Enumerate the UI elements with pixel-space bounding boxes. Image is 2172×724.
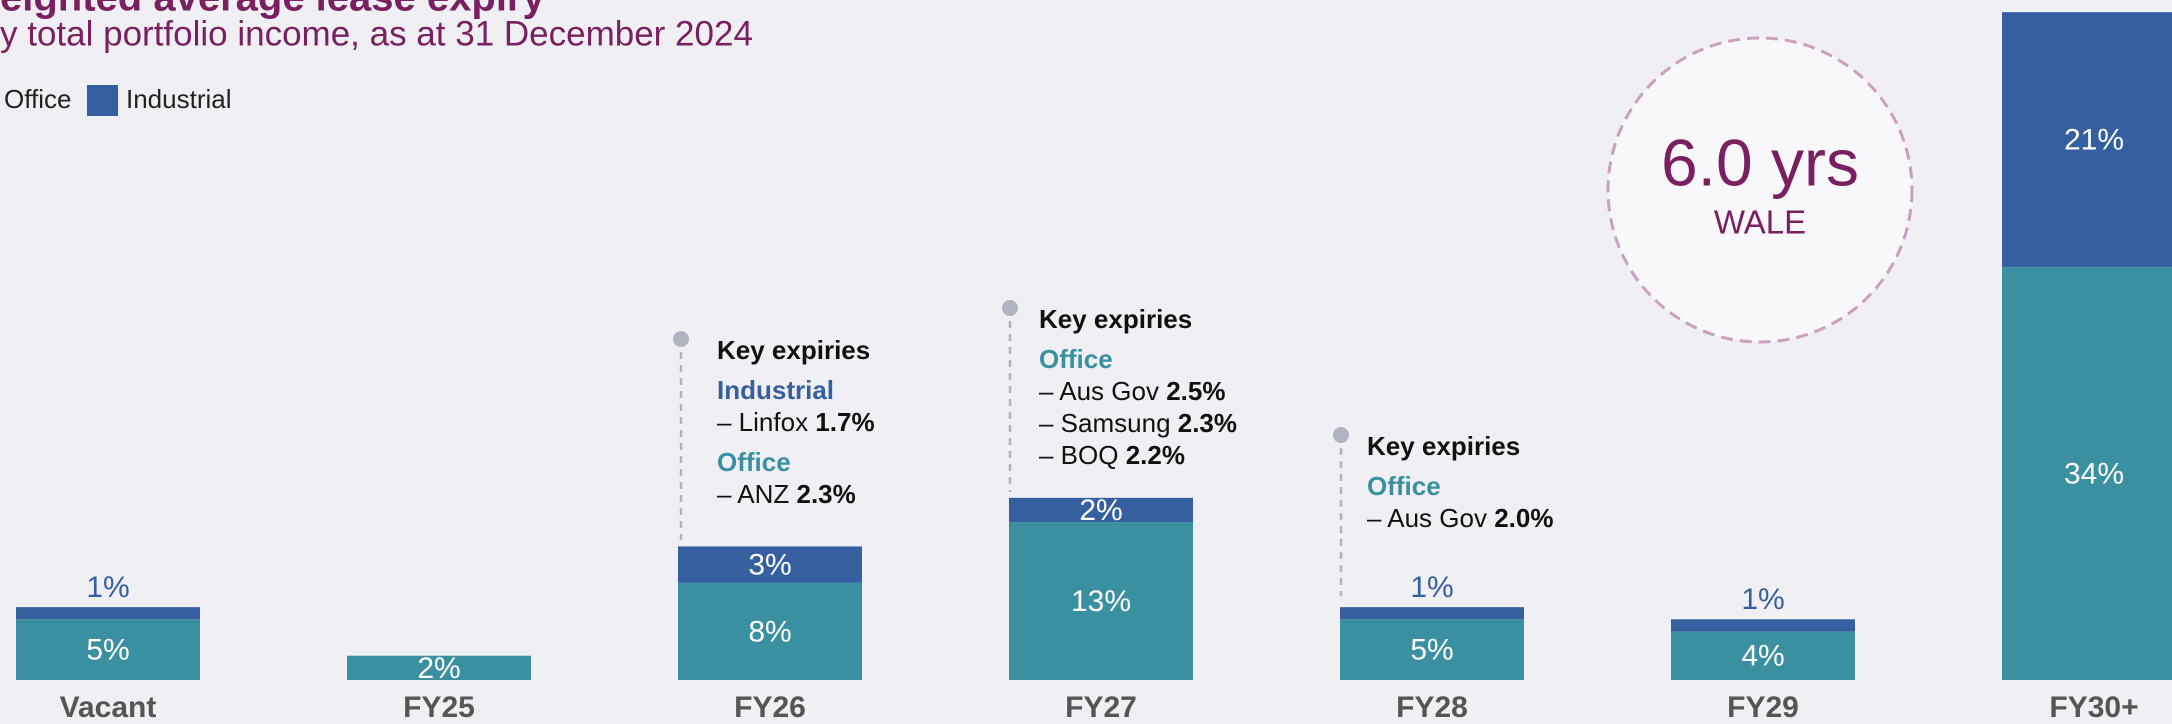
data-label: 1% bbox=[1410, 571, 1453, 604]
data-label: 1% bbox=[86, 571, 129, 604]
callout-item-label: – Aus Gov bbox=[1367, 503, 1494, 533]
legend-label: Office bbox=[4, 84, 71, 114]
wale-value: 6.0 yrs bbox=[1661, 125, 1859, 199]
callout-item-value: 2.5% bbox=[1166, 376, 1225, 406]
callout-title: Key expiries bbox=[1367, 431, 1520, 461]
callout-item: – Aus Gov 2.5% bbox=[1039, 376, 1225, 406]
callout-item-label: – BOQ bbox=[1039, 440, 1126, 470]
callout-title: Key expiries bbox=[1039, 304, 1192, 334]
bar-segment bbox=[2002, 12, 2172, 268]
x-tick-label: FY26 bbox=[734, 691, 806, 724]
callout-title: Key expiries bbox=[717, 335, 870, 365]
callout-item: – Aus Gov 2.0% bbox=[1367, 503, 1553, 533]
data-label: 5% bbox=[1410, 634, 1453, 667]
data-label: 3% bbox=[748, 549, 791, 582]
callout-item-value: 2.3% bbox=[796, 479, 855, 509]
bar-segment bbox=[1671, 631, 1855, 680]
callout-group: Office bbox=[717, 447, 791, 477]
bar-segment bbox=[1340, 607, 1524, 620]
wale-badge bbox=[1606, 36, 1914, 344]
data-label: 1% bbox=[1741, 583, 1784, 616]
chart-title: eighted average lease expiry bbox=[0, 0, 546, 20]
bar-segment bbox=[1671, 619, 1855, 632]
callout-item-value: 2.3% bbox=[1178, 408, 1237, 438]
callout-item-label: – ANZ bbox=[717, 479, 796, 509]
wale-label: WALE bbox=[1714, 204, 1806, 241]
x-tick-label: FY27 bbox=[1065, 691, 1137, 724]
data-label: 2% bbox=[417, 652, 460, 685]
data-label: 4% bbox=[1741, 640, 1784, 673]
chart-subtitle: y total portfolio income, as at 31 Decem… bbox=[0, 14, 753, 53]
callout-item-label: – Linfox bbox=[717, 407, 815, 437]
bar-segment bbox=[1009, 522, 1193, 680]
data-label: 21% bbox=[2064, 124, 2124, 157]
callout-item: – BOQ 2.2% bbox=[1039, 440, 1185, 470]
bar-segment bbox=[16, 607, 200, 620]
callout-item: – ANZ 2.3% bbox=[717, 479, 856, 509]
callout-pin bbox=[673, 331, 689, 347]
callout-item-value: 2.0% bbox=[1494, 503, 1553, 533]
x-tick-label: FY28 bbox=[1396, 691, 1468, 724]
callout-item: – Samsung 2.3% bbox=[1039, 408, 1237, 438]
data-label: 5% bbox=[86, 634, 129, 667]
callout-item-value: 2.2% bbox=[1126, 440, 1185, 470]
x-tick-label: FY29 bbox=[1727, 691, 1799, 724]
callout-pin bbox=[1002, 300, 1018, 316]
callout-item-value: 1.7% bbox=[815, 407, 874, 437]
bar-segment bbox=[1009, 497, 1193, 523]
legend-swatch bbox=[87, 85, 118, 116]
callout-item-label: – Samsung bbox=[1039, 408, 1178, 438]
bar-segment bbox=[678, 582, 862, 680]
data-label: 2% bbox=[1079, 494, 1122, 527]
callout-group: Industrial bbox=[717, 375, 834, 405]
x-tick-label: FY30+ bbox=[2049, 691, 2138, 724]
callout-group: Office bbox=[1367, 471, 1441, 501]
data-label: 13% bbox=[1071, 585, 1131, 618]
bar-segment bbox=[1340, 619, 1524, 680]
x-tick-label: FY25 bbox=[403, 691, 475, 724]
x-tick-label: Vacant bbox=[60, 691, 157, 724]
bar-segment bbox=[16, 619, 200, 680]
bar-segment bbox=[678, 546, 862, 583]
bar-segment bbox=[347, 655, 531, 680]
bar-segment bbox=[2002, 267, 2172, 680]
data-label: 8% bbox=[748, 615, 791, 648]
data-label: 34% bbox=[2064, 457, 2124, 490]
callout-item-label: – Aus Gov bbox=[1039, 376, 1166, 406]
callout-group: Office bbox=[1039, 344, 1113, 374]
legend-label: Industrial bbox=[126, 84, 232, 114]
callout-pin bbox=[1333, 427, 1349, 443]
callout-item: – Linfox 1.7% bbox=[717, 407, 875, 437]
